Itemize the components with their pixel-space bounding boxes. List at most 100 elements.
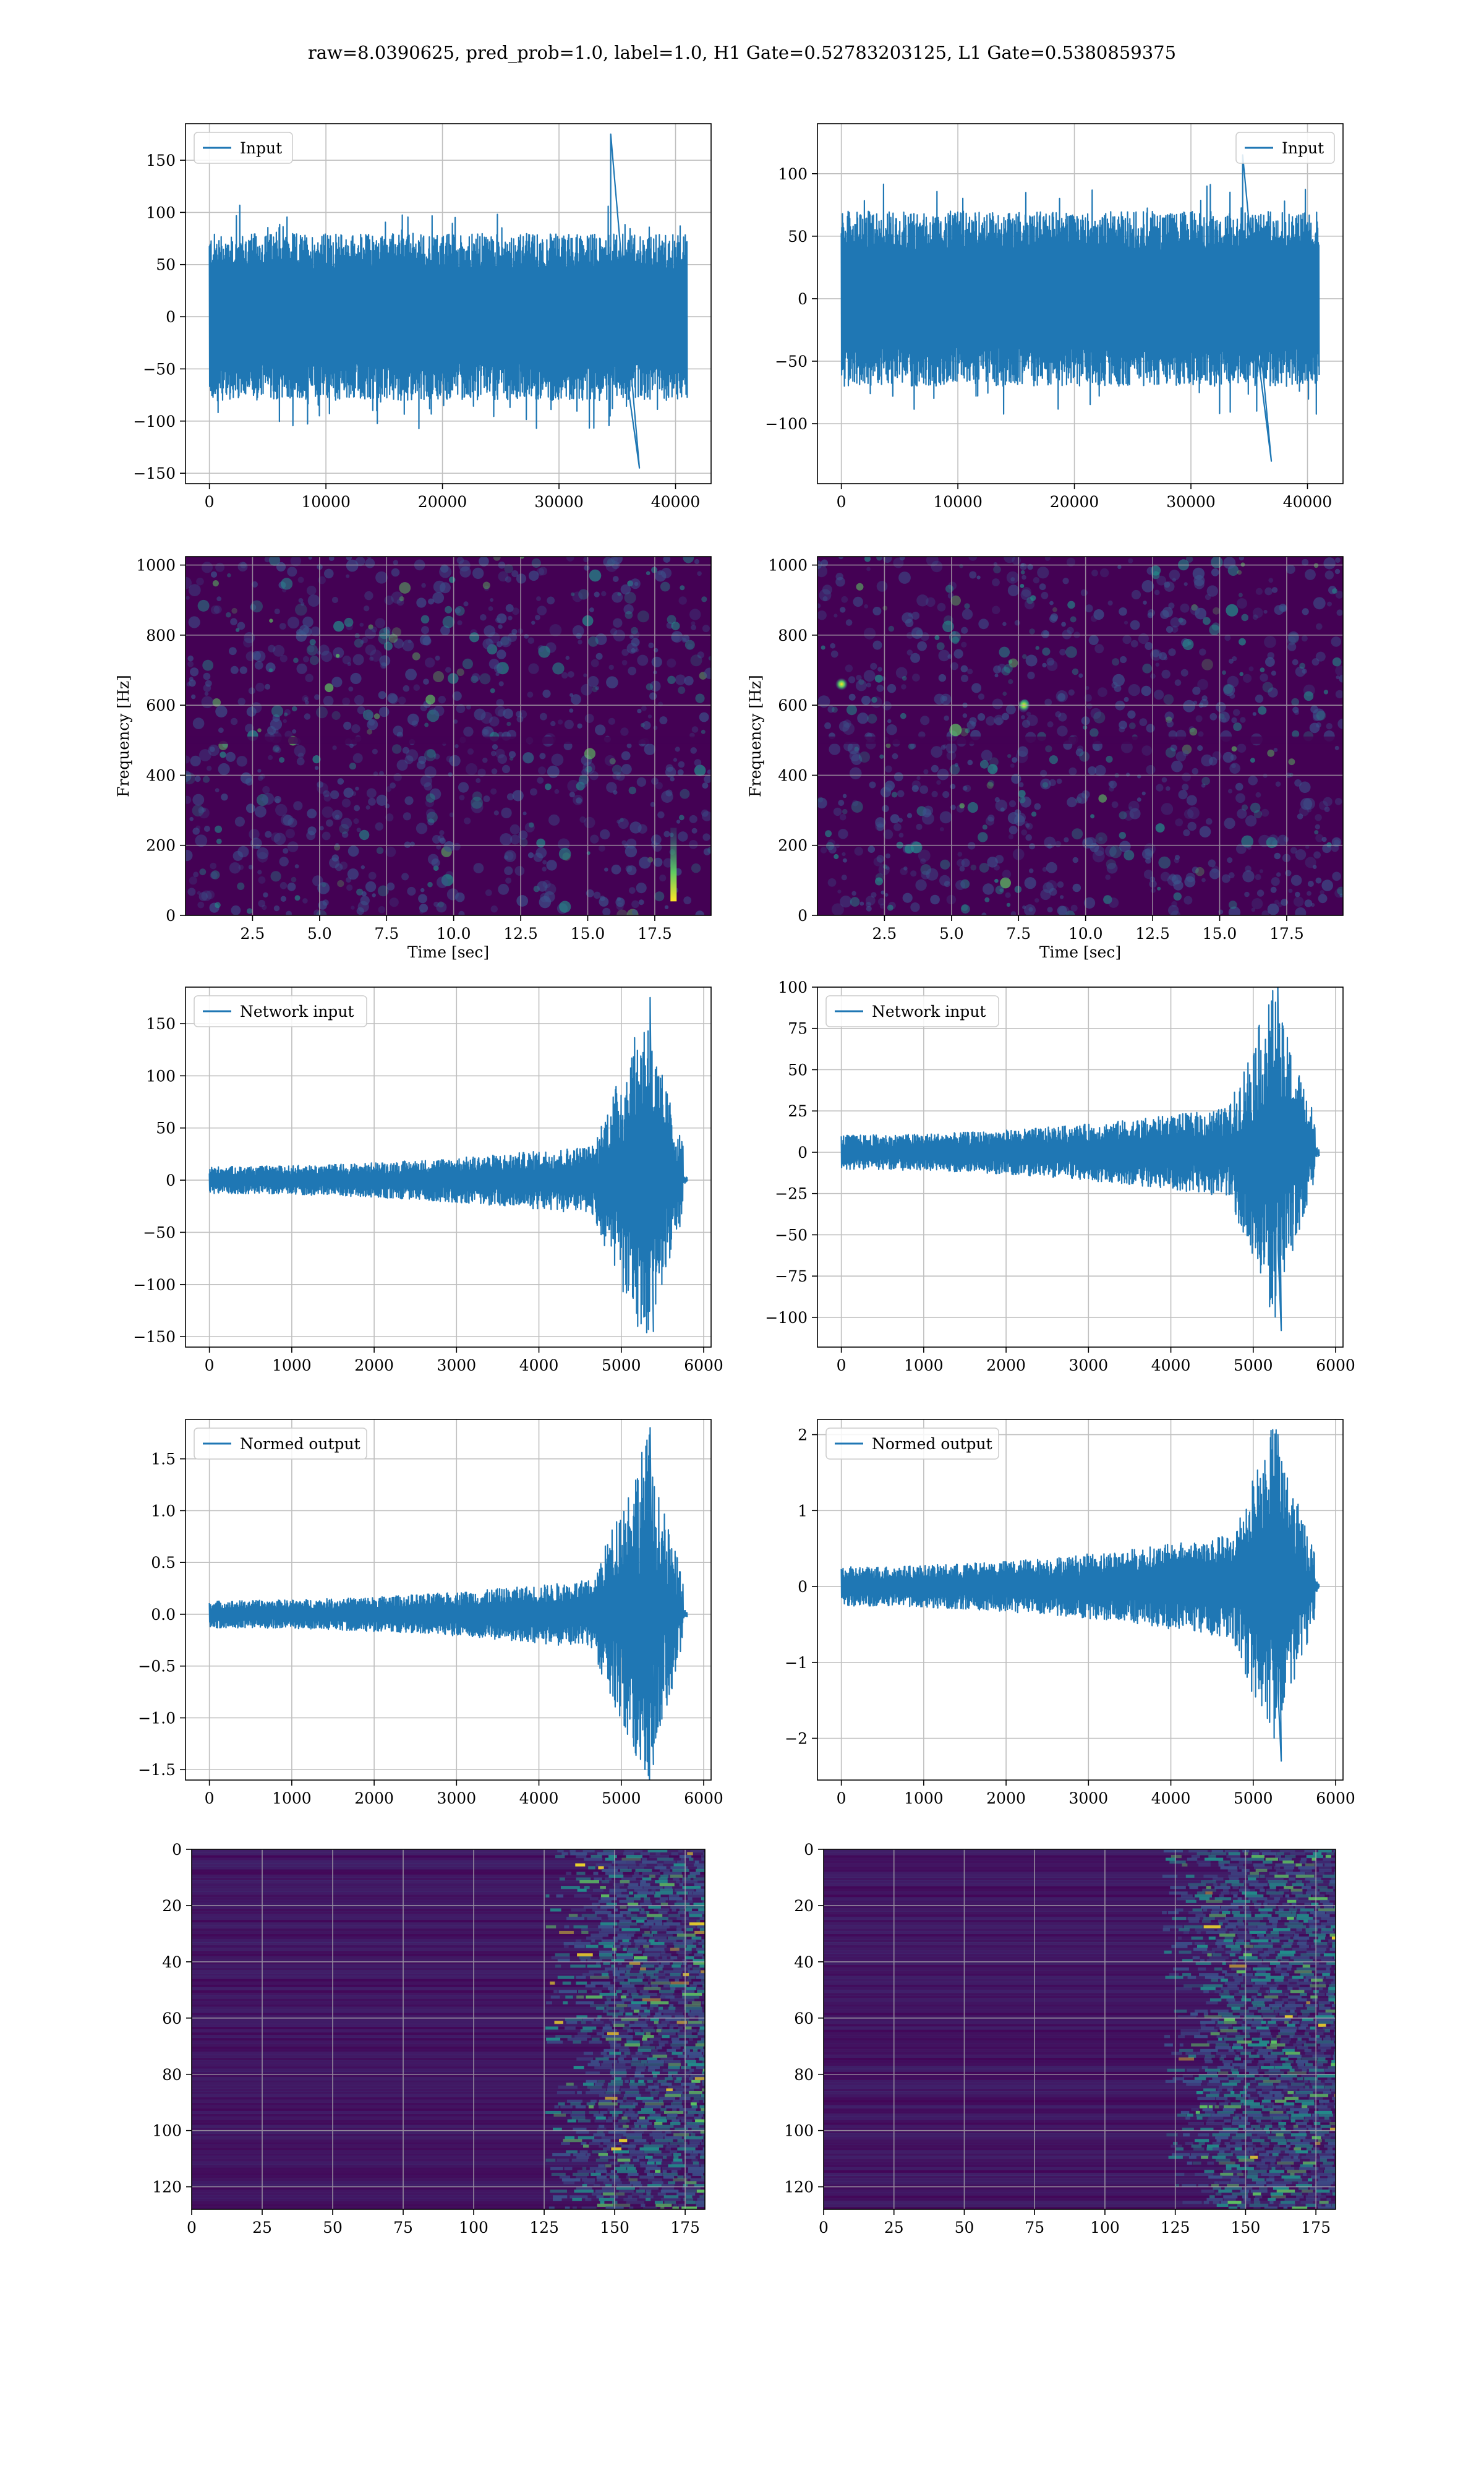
heatmap-cell (614, 2167, 627, 2170)
heatmap-cell (230, 717, 238, 726)
heatmap-cell (609, 1891, 621, 1895)
heatmap-cell (1318, 2108, 1331, 2112)
heatmap-cell (628, 666, 637, 675)
heatmap-cell (1138, 633, 1149, 644)
heatmap-cell (1320, 1899, 1330, 1903)
heatmap-cell (1146, 764, 1156, 775)
heatmap-cell (1209, 1914, 1226, 1917)
heatmap-cell (663, 1872, 682, 1875)
heatmap-cell (368, 871, 377, 880)
heatmap-cell (403, 812, 412, 821)
heatmap-cell (625, 2015, 639, 2019)
heatmap-cell (1332, 657, 1342, 667)
heatmap-cell (872, 607, 882, 615)
heatmap-cell (608, 2082, 623, 2086)
heatmap-cell (1332, 1945, 1336, 1948)
heatmap-cell (549, 624, 562, 636)
heatmap-cell (621, 2117, 628, 2120)
heatmap-cell (659, 2099, 663, 2103)
y-tick-label: 0 (166, 308, 176, 326)
heatmap-cell (1029, 628, 1035, 635)
heatmap-cell (1208, 1937, 1216, 1940)
x-tick-label: 3000 (1069, 1356, 1109, 1374)
heatmap-cell (612, 576, 619, 582)
heatmap-cell (686, 2195, 693, 2199)
heatmap-cell (886, 724, 897, 735)
heatmap-cell (1234, 2057, 1241, 2061)
heatmap-cell (702, 2071, 705, 2075)
heatmap-cell (606, 1903, 617, 1906)
heatmap-cell (671, 622, 680, 631)
heatmap-cell (1326, 1961, 1336, 1965)
heatmap-cell (1225, 1950, 1241, 1954)
heatmap-cell (950, 662, 958, 670)
heatmap-cell (548, 814, 560, 826)
heatmap-cell (1199, 1973, 1219, 1977)
heatmap-row (824, 2068, 1336, 2072)
heatmap-cell (1024, 904, 1036, 915)
heatmap-cell (555, 1964, 561, 1968)
heatmap-cell (668, 2006, 676, 2010)
heatmap-cell (1233, 722, 1242, 732)
heatmap-cell (625, 2012, 633, 2016)
y-tick-label: −50 (143, 360, 176, 378)
heatmap-cell (1200, 2102, 1217, 2106)
heatmap-cell (702, 811, 711, 821)
heatmap-cell (685, 1998, 694, 2002)
heatmap-cell (1004, 557, 1015, 563)
heatmap-cell (1259, 2074, 1264, 2078)
heatmap-cell (1281, 1945, 1292, 1948)
heatmap-cell (658, 1939, 676, 1943)
heatmap-cell (689, 2037, 693, 2041)
heatmap-cell (1141, 849, 1153, 860)
heatmap-cell (1184, 876, 1196, 888)
heatmap-cell (616, 2004, 628, 2008)
heatmap-cell (641, 2203, 646, 2207)
heatmap-cell (591, 2060, 599, 2064)
heatmap-cell (1226, 2004, 1245, 2008)
heatmap-cell (643, 2029, 655, 2033)
heatmap-cell (1226, 1945, 1240, 1948)
heatmap-cell (1201, 2066, 1208, 2070)
heatmap-row (192, 1959, 705, 1963)
heatmap-cell (352, 654, 364, 666)
heatmap-cell (1180, 603, 1190, 613)
heatmap-cell (1248, 2006, 1258, 2010)
heatmap-row (824, 1899, 1336, 1903)
heatmap-cell (582, 2026, 597, 2030)
heatmap-cell (1232, 1961, 1236, 1965)
heatmap-cell (629, 2082, 646, 2086)
heatmap-cell (694, 759, 702, 766)
heatmap-cell (1231, 763, 1236, 768)
heatmap-cell (1232, 2136, 1247, 2139)
heatmap-cell (1196, 1930, 1201, 1934)
heatmap-cell (1258, 2060, 1274, 2064)
heatmap-cell (1247, 844, 1252, 850)
heatmap-cell (1220, 2172, 1234, 2176)
heatmap-cell (1201, 1919, 1211, 1923)
heatmap-cell (626, 743, 632, 748)
x-tick-label: 2.5 (241, 925, 265, 943)
heatmap-cell (1208, 2175, 1222, 2179)
heatmap-cell (1213, 2186, 1222, 2190)
heatmap-cell (1001, 667, 1010, 676)
heatmap-cell (1302, 2018, 1314, 2021)
heatmap-cell (994, 864, 1000, 871)
heatmap-cell (1280, 2201, 1295, 2204)
y-tick-label: 60 (162, 2010, 182, 2027)
heatmap-cell (425, 657, 435, 668)
y-tick-label: 50 (788, 228, 808, 246)
heatmap-cell (620, 1868, 632, 1872)
heatmap-cell (1231, 746, 1237, 752)
heatmap-cell (613, 2023, 625, 2027)
heatmap-cell (1224, 2186, 1242, 2190)
heatmap-cell (288, 818, 297, 828)
heatmap-cell (1315, 651, 1326, 662)
heatmap-cell (640, 1925, 649, 1928)
heatmap-cell (1264, 2155, 1276, 2159)
heatmap-cell (652, 2054, 668, 2058)
heatmap-cell (1289, 2153, 1300, 2157)
heatmap-cell (621, 1928, 640, 1932)
heatmap-cell (665, 1995, 675, 1999)
heatmap-cell (1286, 2110, 1294, 2114)
